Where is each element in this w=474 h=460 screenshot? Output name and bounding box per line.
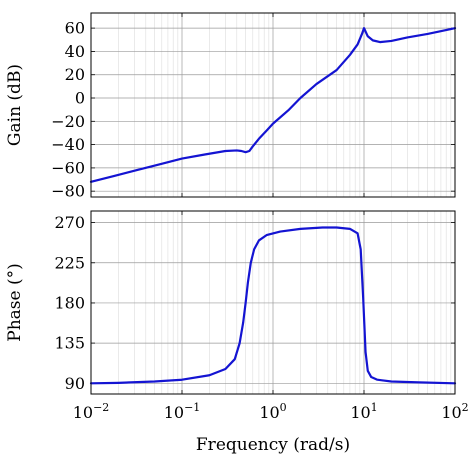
y-tick-label: 90	[65, 374, 85, 393]
grid	[90, 211, 456, 394]
x-tick-label: 10−2	[73, 401, 110, 422]
y-axis-label: Gain (dB)	[5, 64, 25, 146]
y-tick-label: −60	[51, 158, 85, 177]
x-tick-label: 102	[441, 401, 468, 422]
x-tick-label: 10−1	[164, 401, 201, 422]
y-tick-label: 180	[54, 293, 85, 312]
y-tick-label: 225	[54, 253, 85, 272]
y-tick-label: 135	[54, 334, 85, 353]
x-axis-label: Frequency (rad/s)	[196, 435, 350, 455]
x-tick-label: 101	[350, 401, 377, 422]
phase-panel: 270 225 180 135 90 10−2 10−1 100 101 102 Phase (°)…	[5, 210, 469, 455]
series-line	[89, 27, 457, 183]
y-tick-label: 20	[65, 65, 85, 84]
plot-frame	[90, 210, 456, 395]
series-line	[89, 226, 457, 385]
plot-frame	[90, 12, 456, 198]
y-tick-label: −80	[51, 182, 85, 201]
y-tick-label: 60	[65, 19, 85, 38]
y-tick-label: 0	[75, 89, 85, 108]
y-tick-label: 40	[65, 42, 85, 61]
gain-panel: 60 40 20 0 −20 −40 −60 −80 Gain (dB)	[5, 12, 457, 201]
y-tick-label: −40	[51, 135, 85, 154]
y-axis-label: Phase (°)	[5, 263, 25, 341]
grid	[90, 13, 456, 197]
y-tick-label: −20	[51, 112, 85, 131]
y-tick-label: 270	[54, 213, 85, 232]
x-tick-label: 100	[259, 401, 286, 422]
